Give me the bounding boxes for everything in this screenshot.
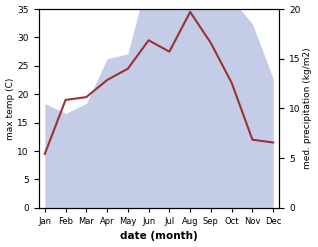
X-axis label: date (month): date (month) (120, 231, 198, 242)
Y-axis label: med. precipitation (kg/m2): med. precipitation (kg/m2) (303, 48, 313, 169)
Y-axis label: max temp (C): max temp (C) (5, 77, 15, 140)
